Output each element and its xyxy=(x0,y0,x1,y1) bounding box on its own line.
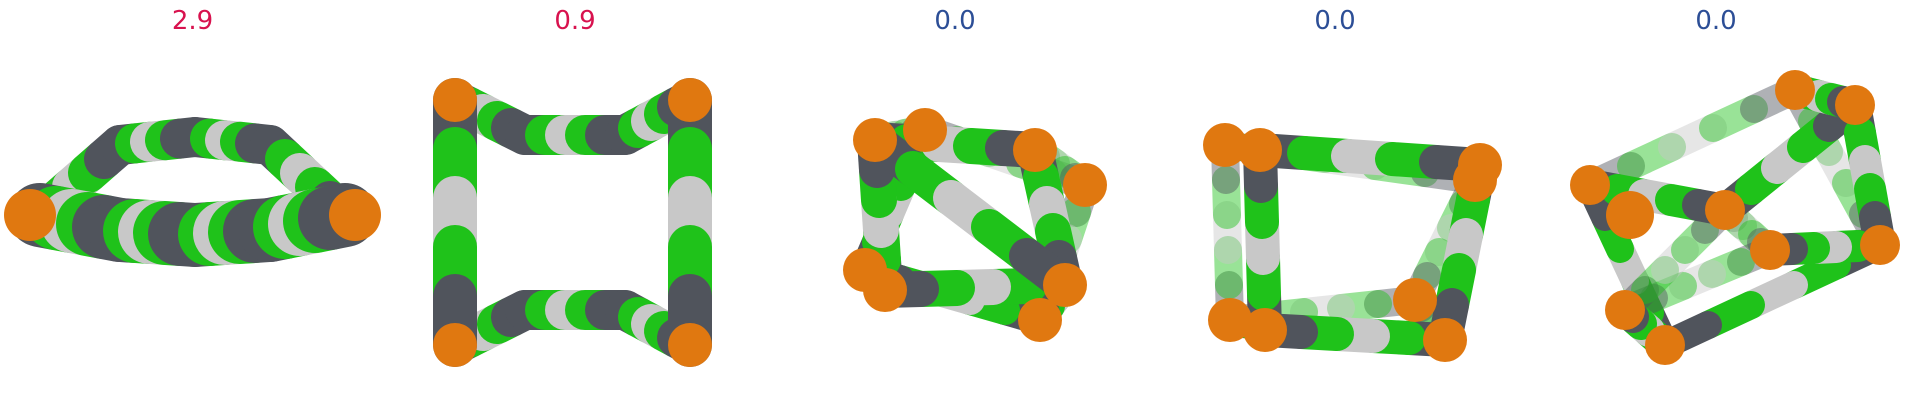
vertex-atom xyxy=(1013,128,1057,172)
structure-panel-4: 0.0 xyxy=(1145,0,1525,416)
bond-segment xyxy=(1640,272,1697,312)
vertex-atom xyxy=(1606,191,1654,239)
bond-segment xyxy=(1413,238,1453,290)
structure-panel-5: 0.0 xyxy=(1525,0,1907,416)
bond-segment xyxy=(1212,166,1241,229)
bond-segment xyxy=(1213,201,1242,264)
vertex-atom xyxy=(1423,318,1467,362)
bond-segment xyxy=(1669,260,1726,300)
vertex-atom xyxy=(1393,278,1437,322)
vertex-atom xyxy=(668,323,712,367)
vertex-atom xyxy=(1705,190,1745,230)
vertex-atom xyxy=(1835,85,1875,125)
bond-segment xyxy=(1815,138,1860,197)
bond-segment xyxy=(1729,212,1766,248)
vertex-atom xyxy=(1203,123,1247,167)
vertex-atom xyxy=(1860,225,1900,265)
vertex-atom xyxy=(4,189,56,241)
bond-segment xyxy=(1651,236,1699,284)
vertex-atom xyxy=(843,248,887,292)
vertex-atom xyxy=(1750,230,1790,270)
vertex-atom xyxy=(433,323,477,367)
molecular-cage-1 xyxy=(4,117,381,267)
vertex-atom xyxy=(1645,325,1685,365)
bond-segment xyxy=(1631,256,1679,304)
bond-segment xyxy=(1425,214,1465,266)
vertex-atom xyxy=(1238,128,1282,172)
vertex-atom xyxy=(329,189,381,241)
vertex-atom xyxy=(1018,298,1062,342)
structure-panel-3: 0.0 xyxy=(765,0,1145,416)
bond-segment xyxy=(1214,236,1243,299)
molecular-cage-5 xyxy=(1570,70,1900,365)
score-label: 0.0 xyxy=(1314,6,1356,36)
score-label: 0.0 xyxy=(1695,6,1737,36)
vertex-atom xyxy=(1570,165,1610,205)
vertex-atom xyxy=(1243,308,1287,352)
bond-segment xyxy=(1658,114,1727,161)
bond-segment xyxy=(1698,248,1755,288)
bond-segment xyxy=(1671,216,1719,264)
vertex-atom xyxy=(1043,263,1087,307)
score-label: 0.9 xyxy=(554,6,596,36)
score-label: 0.0 xyxy=(934,6,976,36)
bond-segment xyxy=(1327,290,1392,322)
molecular-cage-3 xyxy=(843,108,1107,342)
vertex-atom xyxy=(1208,298,1252,342)
vertex-atom xyxy=(433,78,477,122)
vertex-atom xyxy=(1063,163,1107,207)
molecular-cage-4 xyxy=(1203,123,1502,362)
score-label: 2.9 xyxy=(171,6,214,36)
vertex-atom xyxy=(853,118,897,162)
molecular-cage-2 xyxy=(433,78,712,367)
bond-segment xyxy=(1699,95,1768,142)
vertex-atom xyxy=(1775,70,1815,110)
vertex-atom xyxy=(668,78,712,122)
bond-segment xyxy=(1290,294,1355,326)
vertex-atom xyxy=(1453,158,1497,202)
bond-segment xyxy=(1617,133,1686,180)
vertex-atom xyxy=(1605,290,1645,330)
vertex-atom xyxy=(903,108,947,152)
structure-panel-2: 0.9 xyxy=(385,0,765,416)
structure-panel-1: 2.9 xyxy=(0,0,385,416)
